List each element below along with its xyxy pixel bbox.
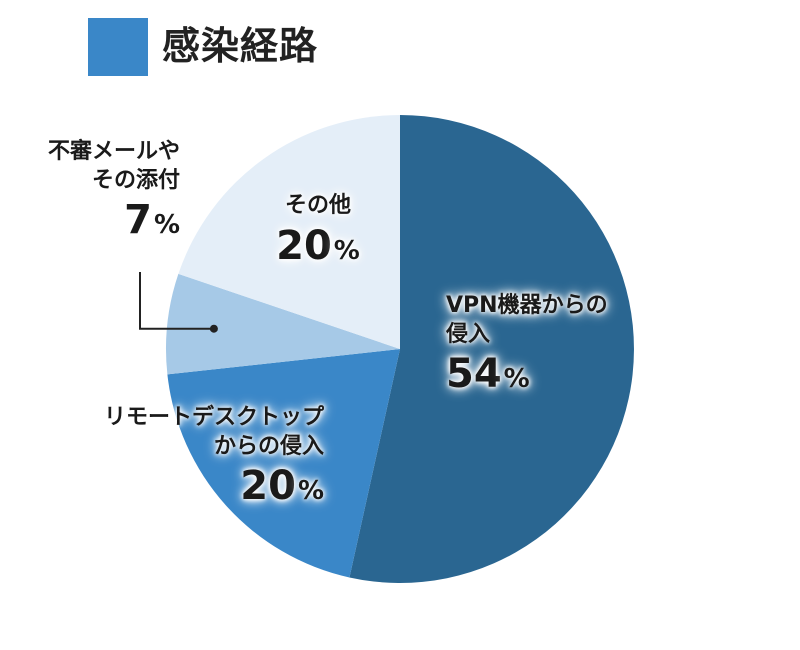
slice-label-other: その他 20% bbox=[258, 192, 378, 269]
legend-title: 感染経路 bbox=[162, 24, 319, 68]
legend-swatch bbox=[88, 18, 148, 76]
slice-label-vpn: VPN機器からの 侵入 54% bbox=[446, 292, 608, 397]
slice-value-remote-number: 20 bbox=[240, 463, 296, 510]
slice-value-other: 20% bbox=[258, 223, 378, 269]
slice-value-mail: 7% bbox=[48, 197, 180, 243]
slice-category-mail-line2: その添付 bbox=[91, 167, 180, 193]
slice-value-vpn-unit: % bbox=[503, 364, 530, 395]
slice-category-remote-line2: からの侵入 bbox=[213, 433, 324, 459]
slice-value-remote: 20% bbox=[104, 463, 324, 509]
slice-category-vpn-line2: 侵入 bbox=[446, 321, 491, 347]
slice-value-mail-unit: % bbox=[153, 210, 180, 241]
slice-label-remote-desktop: リモートデスクトップ からの侵入 20% bbox=[104, 404, 324, 509]
slice-value-vpn-number: 54 bbox=[446, 351, 502, 398]
slice-category-other: その他 bbox=[284, 193, 351, 218]
slice-value-remote-unit: % bbox=[297, 476, 324, 507]
slice-value-other-unit: % bbox=[333, 235, 360, 266]
slice-value-other-number: 20 bbox=[276, 222, 332, 269]
pie-slice-vpn bbox=[349, 115, 634, 583]
pie-slice-remote-desktop bbox=[167, 349, 400, 578]
pie-slice-suspicious-mail bbox=[166, 273, 400, 375]
slice-category-remote-line1: リモートデスクトップ bbox=[103, 405, 324, 430]
slice-category-mail-line1: 不審メールや bbox=[47, 139, 180, 164]
leader-dot bbox=[209, 324, 218, 333]
slice-label-suspicious-mail: 不審メールや その添付 7% bbox=[48, 138, 180, 243]
slice-category-vpn-line1: VPN機器からの bbox=[446, 293, 608, 318]
slice-value-vpn: 54% bbox=[446, 351, 608, 397]
slice-value-mail-number: 7 bbox=[124, 197, 152, 244]
leader-line bbox=[139, 272, 214, 330]
pie-slice-other bbox=[178, 115, 400, 349]
